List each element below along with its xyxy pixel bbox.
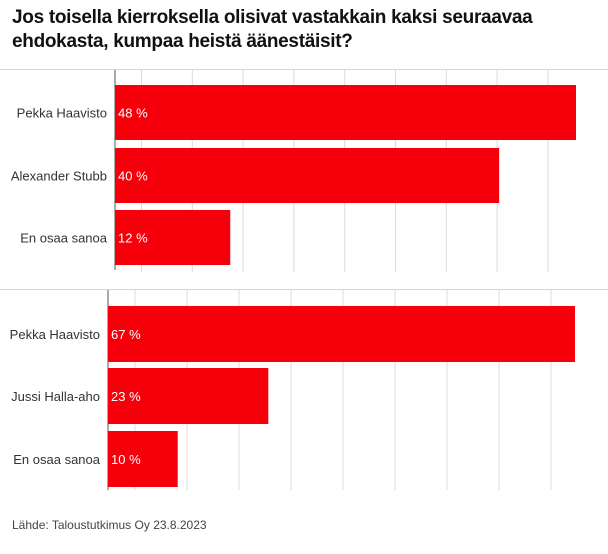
chart-title: Jos toisella kierroksella olisivat vasta… bbox=[12, 7, 533, 52]
category-label: Alexander Stubb bbox=[11, 169, 107, 184]
top-divider bbox=[0, 69, 608, 70]
chart-panel-2: Pekka Haavisto 67 % Jussi Halla-aho 23 % En … bbox=[0, 290, 608, 500]
category-label: Pekka Haavisto bbox=[10, 327, 100, 342]
data-label: 12 % bbox=[118, 231, 148, 246]
category-label: Pekka Haavisto bbox=[17, 106, 107, 121]
data-label: 48 % bbox=[118, 106, 148, 121]
bar-chart-1: Pekka Haavisto 48 % Alexander Stubb 40 % En … bbox=[11, 70, 576, 272]
bar bbox=[108, 306, 575, 362]
data-label: 67 % bbox=[111, 327, 141, 342]
middle-divider bbox=[0, 289, 608, 290]
bar bbox=[108, 368, 269, 424]
data-label: 40 % bbox=[118, 169, 148, 184]
bar bbox=[115, 210, 231, 265]
bar bbox=[115, 148, 500, 203]
data-label: 10 % bbox=[111, 452, 141, 467]
bar-chart-2: Pekka Haavisto 67 % Jussi Halla-aho 23 % En … bbox=[10, 290, 575, 490]
category-label: Jussi Halla-aho bbox=[11, 389, 100, 404]
chart-panel-1: Pekka Haavisto 48 % Alexander Stubb 40 % En … bbox=[0, 70, 608, 288]
data-label: 23 % bbox=[111, 389, 141, 404]
category-label: En osaa sanoa bbox=[20, 231, 108, 246]
bar bbox=[115, 85, 576, 140]
source-note: Lähde: Taloustutkimus Oy 23.8.2023 bbox=[12, 518, 207, 532]
bar bbox=[108, 431, 178, 487]
category-label: En osaa sanoa bbox=[13, 452, 101, 467]
